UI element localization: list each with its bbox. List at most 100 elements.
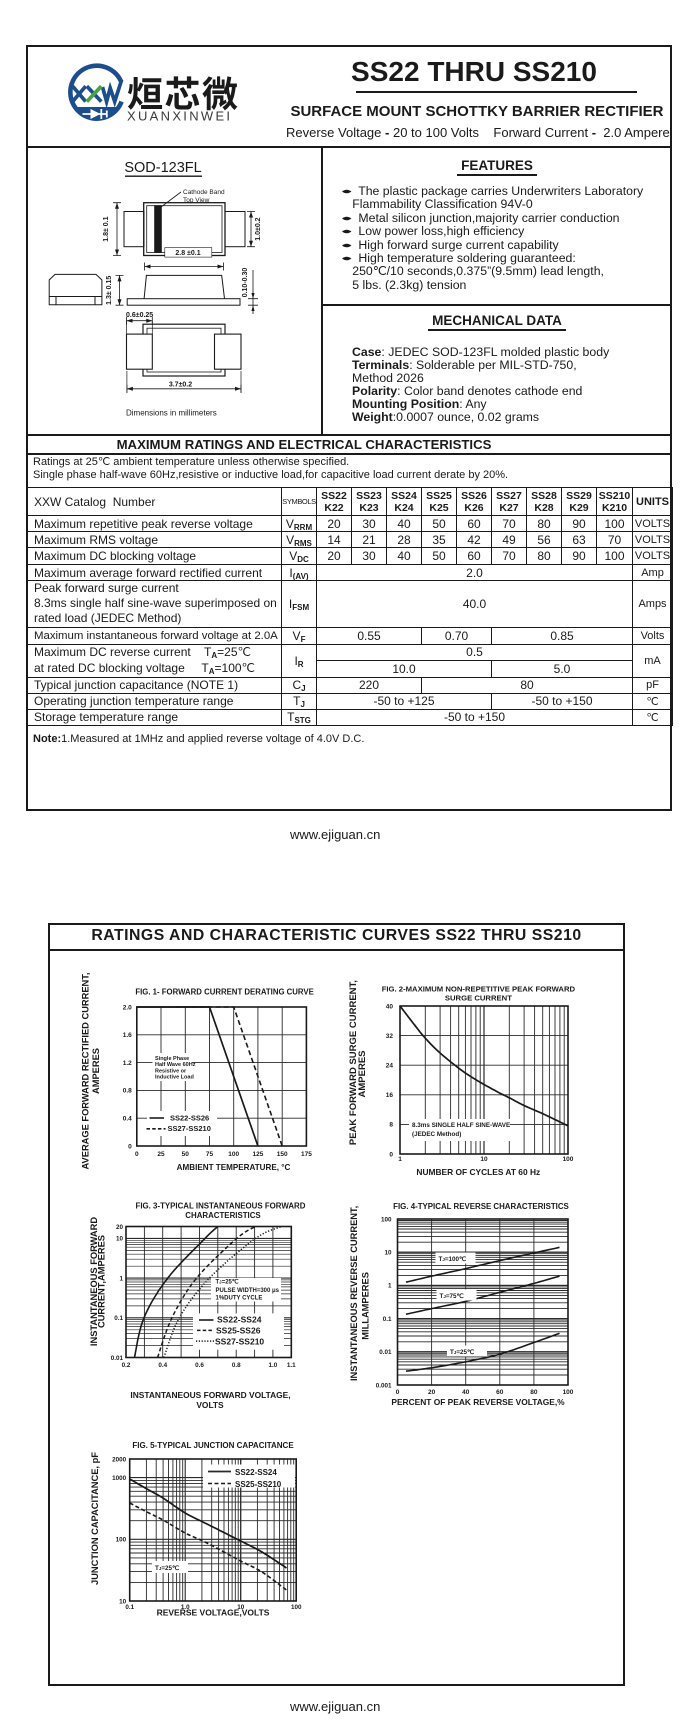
svg-text:AMPERES: AMPERES — [91, 1048, 101, 1094]
svg-text:SURGE CURRENT: SURGE CURRENT — [445, 993, 512, 1002]
svg-text:150: 150 — [277, 1151, 288, 1158]
svg-text:0.4: 0.4 — [158, 1362, 167, 1369]
svg-text:0.6: 0.6 — [195, 1362, 204, 1369]
svg-text:0: 0 — [396, 1389, 400, 1396]
svg-text:Dimensions in millimeters: Dimensions in millimeters — [126, 409, 217, 418]
svg-text:16: 16 — [386, 1092, 394, 1099]
svg-text:1.0: 1.0 — [181, 1604, 190, 1611]
svg-text:JUNCTION CAPACITANCE, pF: JUNCTION CAPACITANCE, pF — [90, 1452, 100, 1585]
svg-text:Inductive Load: Inductive Load — [155, 1075, 194, 1081]
svg-text:TJ=75℃: TJ=75℃ — [440, 1293, 464, 1300]
svg-text:Half Wave 60Hz: Half Wave 60Hz — [155, 1062, 196, 1068]
svg-text:FIG. 1- FORWARD CURRENT DERATI: FIG. 1- FORWARD CURRENT DERATING CURVE — [135, 988, 313, 997]
svg-text:32: 32 — [386, 1033, 394, 1040]
svg-text:125: 125 — [252, 1151, 263, 1158]
svg-text:INSTANTANEOUS FORWARD VOLTAGE,: INSTANTANEOUS FORWARD VOLTAGE, — [130, 1390, 290, 1400]
svg-text:1000: 1000 — [112, 1475, 127, 1482]
svg-text:1.6: 1.6 — [123, 1032, 132, 1039]
svg-text:40: 40 — [462, 1389, 470, 1396]
svg-text:40: 40 — [386, 1003, 394, 1010]
svg-text:25: 25 — [157, 1151, 165, 1158]
svg-text:10: 10 — [116, 1236, 124, 1243]
svg-text:0: 0 — [135, 1151, 139, 1158]
svg-text:1.3± 0.15: 1.3± 0.15 — [106, 276, 113, 305]
svg-text:PULSE WIDTH=300 μs: PULSE WIDTH=300 μs — [216, 1288, 280, 1294]
svg-text:Top View: Top View — [183, 197, 210, 204]
svg-text:0.1: 0.1 — [114, 1315, 123, 1322]
svg-text:24: 24 — [386, 1063, 394, 1070]
svg-text:0.4: 0.4 — [123, 1116, 132, 1123]
svg-text:TJ=25℃: TJ=25℃ — [155, 1565, 179, 1572]
svg-text:Single Phase: Single Phase — [155, 1056, 189, 1062]
svg-text:SOD-123FL: SOD-123FL — [124, 160, 201, 176]
svg-text:SS27-SS210: SS27-SS210 — [168, 1124, 211, 1133]
svg-text:1.0±0.2: 1.0±0.2 — [255, 217, 262, 240]
svg-text:100: 100 — [381, 1216, 392, 1223]
svg-text:8.3ms SINGLE HALF SINE-WAVE: 8.3ms SINGLE HALF SINE-WAVE — [412, 1122, 510, 1129]
svg-text:1: 1 — [398, 1156, 402, 1163]
svg-text:FIG. 4-TYPICAL REVERSE CHARACT: FIG. 4-TYPICAL REVERSE CHARACTERISTICS — [393, 1202, 569, 1211]
svg-text:2.0: 2.0 — [123, 1004, 132, 1011]
svg-text:SS27-SS210: SS27-SS210 — [215, 1336, 264, 1346]
svg-text:SS22-SS24: SS22-SS24 — [217, 1314, 262, 1324]
svg-text:0.8: 0.8 — [123, 1088, 132, 1095]
svg-text:3.7±0.2: 3.7±0.2 — [169, 382, 192, 389]
svg-text:0.6±0.25: 0.6±0.25 — [126, 312, 153, 319]
svg-text:REVERSE VOLTAGE,VOLTS: REVERSE VOLTAGE,VOLTS — [157, 1608, 270, 1618]
svg-text:SS25-SS210: SS25-SS210 — [235, 1480, 282, 1489]
svg-text:NUMBER OF CYCLES AT 60 Hz: NUMBER OF CYCLES AT 60 Hz — [416, 1167, 540, 1177]
svg-text:0.01: 0.01 — [111, 1355, 124, 1362]
svg-text:0.8: 0.8 — [232, 1362, 241, 1369]
svg-text:0.001: 0.001 — [376, 1382, 392, 1389]
svg-text:175: 175 — [301, 1151, 312, 1158]
svg-text:INSTANTANEOUS FORWARD: INSTANTANEOUS FORWARD — [89, 1217, 99, 1346]
svg-text:FIG. 3-TYPICAL INSTANTANEOUS F: FIG. 3-TYPICAL INSTANTANEOUS FORWARD — [136, 1202, 306, 1211]
svg-text:1: 1 — [119, 1275, 123, 1282]
svg-text:20: 20 — [428, 1389, 436, 1396]
svg-text:2000: 2000 — [112, 1456, 127, 1463]
svg-text:80: 80 — [530, 1389, 538, 1396]
svg-text:10: 10 — [480, 1156, 488, 1163]
svg-text:PEAK FORWARD SURGE CURRENT,: PEAK FORWARD SURGE CURRENT, — [348, 980, 359, 1145]
svg-text:PERCENT OF PEAK REVERSE VOLTAG: PERCENT OF PEAK REVERSE VOLTAGE,% — [391, 1397, 565, 1407]
svg-text:XUANXINWEI: XUANXINWEI — [127, 109, 232, 124]
svg-text:SS25-SS26: SS25-SS26 — [216, 1325, 261, 1335]
svg-text:(JEDEC Method): (JEDEC Method) — [412, 1131, 461, 1138]
svg-text:100: 100 — [228, 1151, 239, 1158]
svg-text:0: 0 — [128, 1143, 132, 1150]
svg-text:0.2: 0.2 — [122, 1362, 131, 1369]
svg-text:60: 60 — [496, 1389, 504, 1396]
svg-text:75: 75 — [206, 1151, 214, 1158]
svg-text:TJ=25℃: TJ=25℃ — [450, 1349, 474, 1356]
svg-text:1.2: 1.2 — [123, 1060, 132, 1067]
svg-text:INSTANTANEOUS REVERSE CURRENT,: INSTANTANEOUS REVERSE CURRENT, — [349, 1206, 359, 1381]
svg-text:0: 0 — [389, 1151, 393, 1158]
svg-text:FIG. 2-MAXIMUM NON-REPETITIVE: FIG. 2-MAXIMUM NON-REPETITIVE PEAK FORWA… — [382, 984, 576, 993]
svg-text:0.01: 0.01 — [379, 1349, 392, 1356]
svg-text:100: 100 — [116, 1537, 127, 1544]
svg-text:TJ=25℃: TJ=25℃ — [216, 1279, 239, 1286]
svg-text:Cathode Band: Cathode Band — [183, 189, 225, 196]
svg-text:100: 100 — [291, 1604, 302, 1611]
svg-text:0.1: 0.1 — [125, 1604, 134, 1611]
svg-text:TJ=100℃: TJ=100℃ — [439, 1256, 467, 1263]
svg-text:AVERAGE FORWARD RECTIFIED CURR: AVERAGE FORWARD RECTIFIED CURRENT, — [81, 973, 91, 1170]
svg-text:AMBIENT TEMPERATURE, °C: AMBIENT TEMPERATURE, °C — [177, 1163, 291, 1172]
svg-text:CURRENT,AMPERES: CURRENT,AMPERES — [97, 1235, 107, 1328]
svg-text:CHARACTERISTICS: CHARACTERISTICS — [185, 1211, 260, 1220]
svg-text:50: 50 — [182, 1151, 190, 1158]
svg-text:FIG. 5-TYPICAL JUNCTION CAPACI: FIG. 5-TYPICAL JUNCTION CAPACITANCE — [132, 1441, 294, 1450]
svg-text:0.10-0.30: 0.10-0.30 — [242, 268, 249, 298]
svg-text:1%DUTY CYCLE: 1%DUTY CYCLE — [216, 1296, 263, 1302]
svg-text:SS22-SS24: SS22-SS24 — [235, 1468, 277, 1477]
svg-text:1.0: 1.0 — [269, 1362, 278, 1369]
svg-text:20: 20 — [116, 1224, 124, 1231]
svg-text:100: 100 — [563, 1156, 574, 1163]
svg-text:AMPERES: AMPERES — [357, 1051, 368, 1098]
svg-text:SS22-SS26: SS22-SS26 — [170, 1114, 209, 1123]
svg-text:MILLAMPERES: MILLAMPERES — [361, 1272, 371, 1340]
svg-text:10: 10 — [119, 1598, 127, 1605]
svg-text:2.8 ±0.1: 2.8 ±0.1 — [175, 250, 200, 257]
svg-text:0.1: 0.1 — [383, 1316, 392, 1323]
svg-text:1.8± 0.1: 1.8± 0.1 — [103, 216, 110, 241]
